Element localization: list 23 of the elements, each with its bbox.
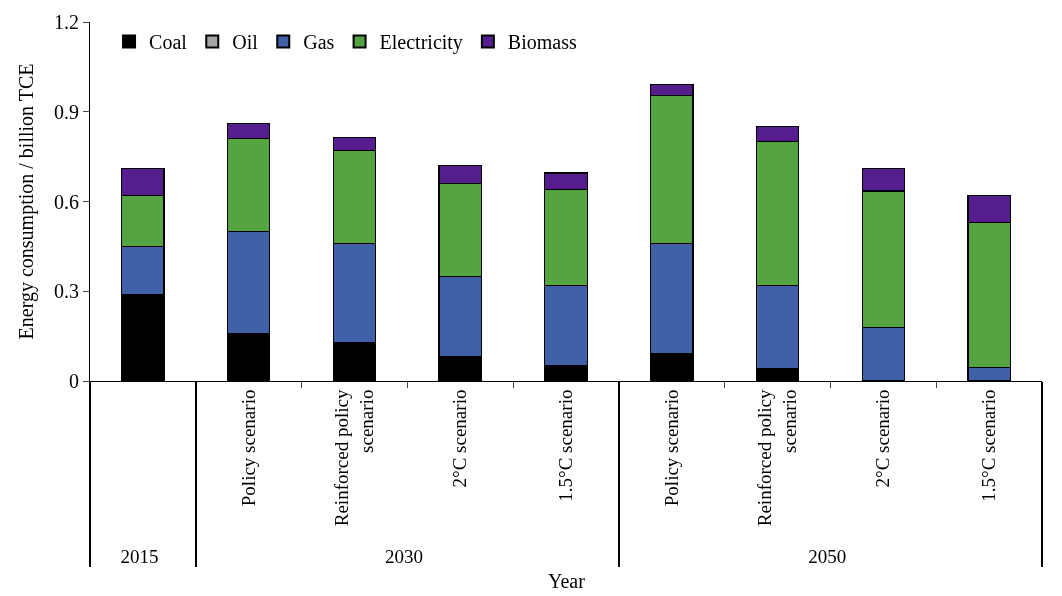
category-label: 2°C scenario (449, 389, 471, 488)
category-label: Policy scenario (237, 389, 259, 507)
category-label: 2050 (808, 545, 847, 567)
y-axis-title: Energy consumption / billion TCE (14, 63, 38, 340)
legend-label: Electricity (379, 31, 463, 55)
y-tick-label: 0.9 (54, 100, 79, 123)
legend-label: Oil (232, 31, 259, 54)
category-label: Reinforced policy scenario (754, 389, 801, 527)
category-label: Policy scenario (660, 389, 682, 507)
legend-label: Coal (149, 31, 188, 54)
category-label: Reinforced policy scenario (331, 389, 377, 527)
category-label: 2015 (120, 545, 159, 567)
category-label: 1.5°C scenario (555, 389, 577, 502)
legend-label: Gas (303, 31, 335, 54)
category-label: 2°C scenario (872, 389, 894, 488)
y-tick-label: 1.2 (54, 11, 79, 33)
y-tick-label: 0.3 (54, 280, 79, 303)
text: Year (548, 570, 586, 592)
legend-label: Biomass (507, 31, 577, 54)
y-tick-label: 0.6 (54, 190, 79, 213)
y-tick-label: 0 (69, 370, 79, 392)
category-label: 2030 (385, 545, 423, 567)
category-label: 1.5°C scenario (978, 389, 1000, 502)
